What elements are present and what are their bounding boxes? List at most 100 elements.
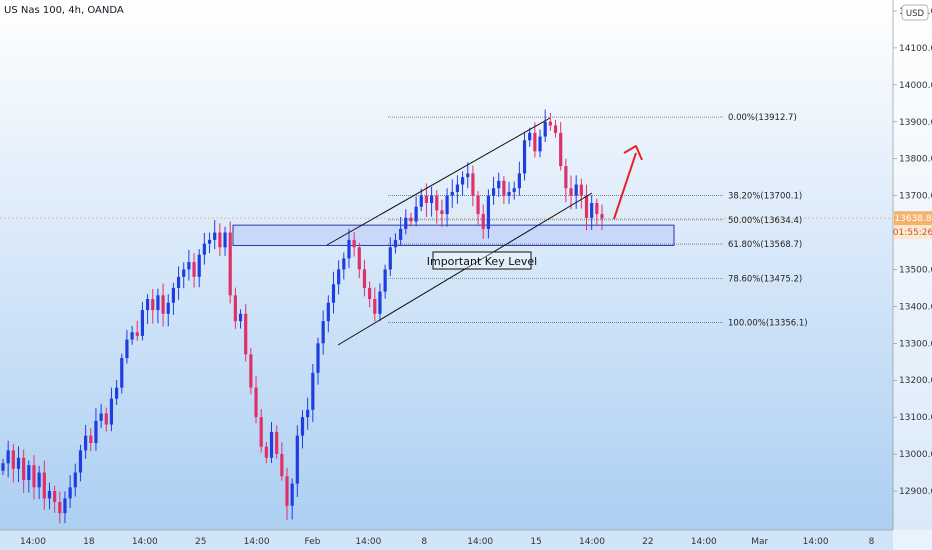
candle-body	[53, 491, 57, 503]
candle-body	[140, 310, 145, 336]
candle-body	[47, 491, 52, 499]
countdown-label: 01:55:26	[893, 228, 932, 238]
candle-body	[486, 195, 490, 229]
candle-body	[300, 417, 305, 436]
x-tick-label: 14:00	[803, 537, 829, 547]
candle-body	[99, 413, 103, 421]
candle-body	[135, 332, 139, 336]
candle-body	[352, 239, 356, 248]
x-tick-label: 22	[642, 537, 653, 547]
candle-body	[213, 232, 217, 240]
candle-body	[579, 184, 583, 196]
candle-body	[399, 228, 403, 240]
candle-body	[254, 387, 258, 418]
time-scale[interactable]	[0, 530, 932, 550]
candle-body	[161, 295, 165, 314]
candle-body	[109, 398, 114, 425]
candle-body	[347, 239, 351, 259]
candle-body	[244, 313, 248, 355]
price-scale[interactable]	[893, 0, 932, 550]
candle-body	[58, 502, 62, 514]
annotation-label: Important Key Level	[427, 255, 538, 268]
candle-body	[517, 173, 521, 189]
candle-body	[429, 195, 434, 203]
candle-body	[238, 313, 243, 322]
candle-body	[182, 269, 186, 277]
candle-body	[6, 450, 10, 464]
candle-body	[595, 203, 599, 215]
candle-body	[285, 476, 289, 506]
candle-body	[37, 472, 41, 488]
fib-level-label: 78.60%(13475.2)	[728, 275, 802, 285]
candle-body	[564, 166, 568, 189]
candle-body	[600, 214, 604, 219]
y-tick-label: 13900.0	[899, 118, 932, 128]
candle-body	[445, 195, 449, 215]
candle-body	[269, 431, 274, 458]
candle-body	[533, 132, 537, 152]
candle-body	[435, 195, 439, 211]
fib-level-label: 0.00%(13912.7)	[728, 113, 797, 123]
fibonacci-retracement[interactable]: 0.00%(13912.7) 38.20%(13700.1) 50.00%(1363…	[388, 113, 808, 329]
candle-body	[543, 121, 547, 137]
candle-body	[223, 232, 227, 248]
x-tick-label: 14:00	[467, 537, 493, 547]
x-tick-label: 25	[195, 537, 206, 547]
x-tick-label: 14:00	[20, 537, 46, 547]
candle-body	[11, 450, 15, 469]
x-tick-label: 14:00	[355, 537, 381, 547]
candle-body	[404, 217, 408, 229]
candle-body	[548, 121, 552, 126]
bullish-arrow[interactable]	[613, 145, 643, 220]
x-tick-label: 14:00	[244, 537, 270, 547]
y-tick-label: 13300.0	[899, 339, 932, 349]
candle-body	[1, 463, 5, 471]
channel-upper-line[interactable]	[326, 117, 551, 246]
current-price-label: 13638.8	[894, 214, 931, 224]
y-tick-label: 13100.0	[899, 413, 932, 423]
candle-body	[450, 191, 454, 196]
candle-body	[63, 498, 67, 514]
y-tick-label: 13200.0	[899, 376, 932, 386]
candle-body	[187, 262, 191, 270]
candle-body	[151, 299, 155, 311]
x-tick-label: 14:00	[691, 537, 717, 547]
candle-body	[357, 247, 361, 270]
candle-body	[207, 239, 212, 244]
candle-body	[414, 206, 418, 222]
fib-level-label: 100.00%(13356.1)	[728, 319, 808, 329]
currency-button[interactable]	[901, 4, 929, 21]
candle-body	[202, 243, 206, 255]
candle-body	[559, 132, 563, 167]
candle-body	[290, 483, 294, 506]
candle-body	[507, 191, 511, 196]
candle-body	[275, 431, 279, 455]
candle-body	[306, 409, 310, 418]
candle-body	[502, 180, 506, 196]
candle-body	[383, 269, 387, 292]
candle-body	[89, 435, 93, 443]
candle-body	[22, 457, 26, 480]
candle-body	[197, 254, 201, 277]
candle-body	[497, 180, 501, 189]
candle-body	[574, 184, 578, 196]
x-axis-ticks: 14:00 18 14:00 25 14:00 Feb 14:00 8 14:00 15 14:00…	[20, 537, 875, 547]
current-price-label-bg	[894, 211, 932, 226]
key-level-zone[interactable]	[232, 224, 675, 246]
candle-body	[362, 269, 367, 288]
candle-body	[166, 302, 170, 314]
x-tick-label: Feb	[305, 537, 321, 547]
candle-body	[460, 177, 465, 185]
symbol-title[interactable]: US Nas 100, 4h, OANDA	[4, 5, 124, 16]
x-tick-label: Mar	[751, 537, 768, 547]
candle-body	[78, 450, 83, 473]
annotation-box[interactable]	[432, 251, 532, 270]
candle-body	[388, 247, 392, 270]
candle-body	[316, 343, 320, 373]
candle-body	[104, 413, 108, 425]
candlesticks	[1, 109, 604, 524]
y-axis-ticks: 14200.014100.014000.013900.013800.013700…	[893, 7, 932, 497]
